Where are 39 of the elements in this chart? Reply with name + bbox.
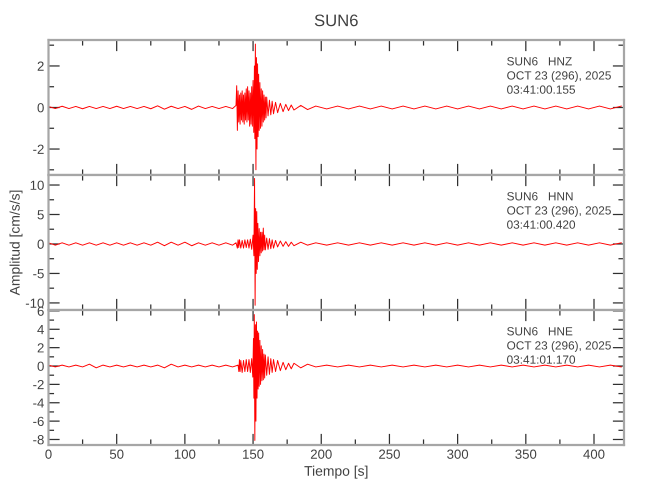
y-tick-label: 0 — [38, 240, 44, 249]
annotation: SUN6 HNZ — [507, 57, 572, 66]
y-tick-label: -6 — [33, 416, 44, 426]
x-tick-label: 0 — [45, 450, 52, 459]
x-tick-label: 50 — [110, 450, 124, 459]
y-axis-title: Amplitud [cm/s/s] — [10, 190, 22, 296]
x-axis-title: Tiempo [s] — [304, 466, 368, 479]
y-tick-label: 0 — [38, 103, 44, 112]
annotation: 03:41:00.420 — [507, 220, 576, 229]
y-tick-label: 2 — [38, 343, 44, 352]
x-tick-label: 350 — [515, 450, 536, 459]
x-tick-label: 250 — [379, 450, 400, 459]
y-tick-label: -2 — [33, 380, 44, 390]
line-series — [48, 44, 622, 170]
x-tick-label: 150 — [243, 450, 264, 459]
y-tick-label: 10 — [30, 180, 44, 190]
x-tick-label: 400 — [583, 450, 604, 459]
annotation: SUN6 HNE — [507, 327, 572, 336]
annotation: 03:41:01.170 — [507, 355, 576, 364]
y-tick-label: -10 — [26, 298, 44, 308]
y-tick-label: 5 — [38, 210, 44, 220]
annotation: OCT 23 (296), 2025 — [507, 340, 611, 352]
chart-title: SUN6 — [314, 14, 358, 26]
y-tick-label: 2 — [38, 62, 44, 71]
annotation: SUN6 HNN — [507, 192, 573, 200]
y-tick-label: -5 — [33, 269, 44, 278]
x-tick-label: 200 — [310, 450, 332, 459]
line-series — [48, 178, 622, 306]
y-tick-label: 4 — [37, 324, 44, 334]
annotation: OCT 23 (296), 2025 — [507, 70, 611, 82]
x-tick-label: 300 — [447, 450, 468, 459]
y-tick-label: -4 — [33, 398, 44, 408]
y-tick-label: -2 — [33, 144, 44, 154]
y-tick-label: 0 — [38, 362, 44, 371]
annotation: OCT 23 (296), 2025 — [507, 206, 611, 217]
x-tick-label: 100 — [174, 450, 196, 459]
line-series — [48, 314, 622, 441]
y-tick-label: -8 — [33, 435, 44, 444]
annotation: 03:41:00.155 — [507, 85, 576, 94]
